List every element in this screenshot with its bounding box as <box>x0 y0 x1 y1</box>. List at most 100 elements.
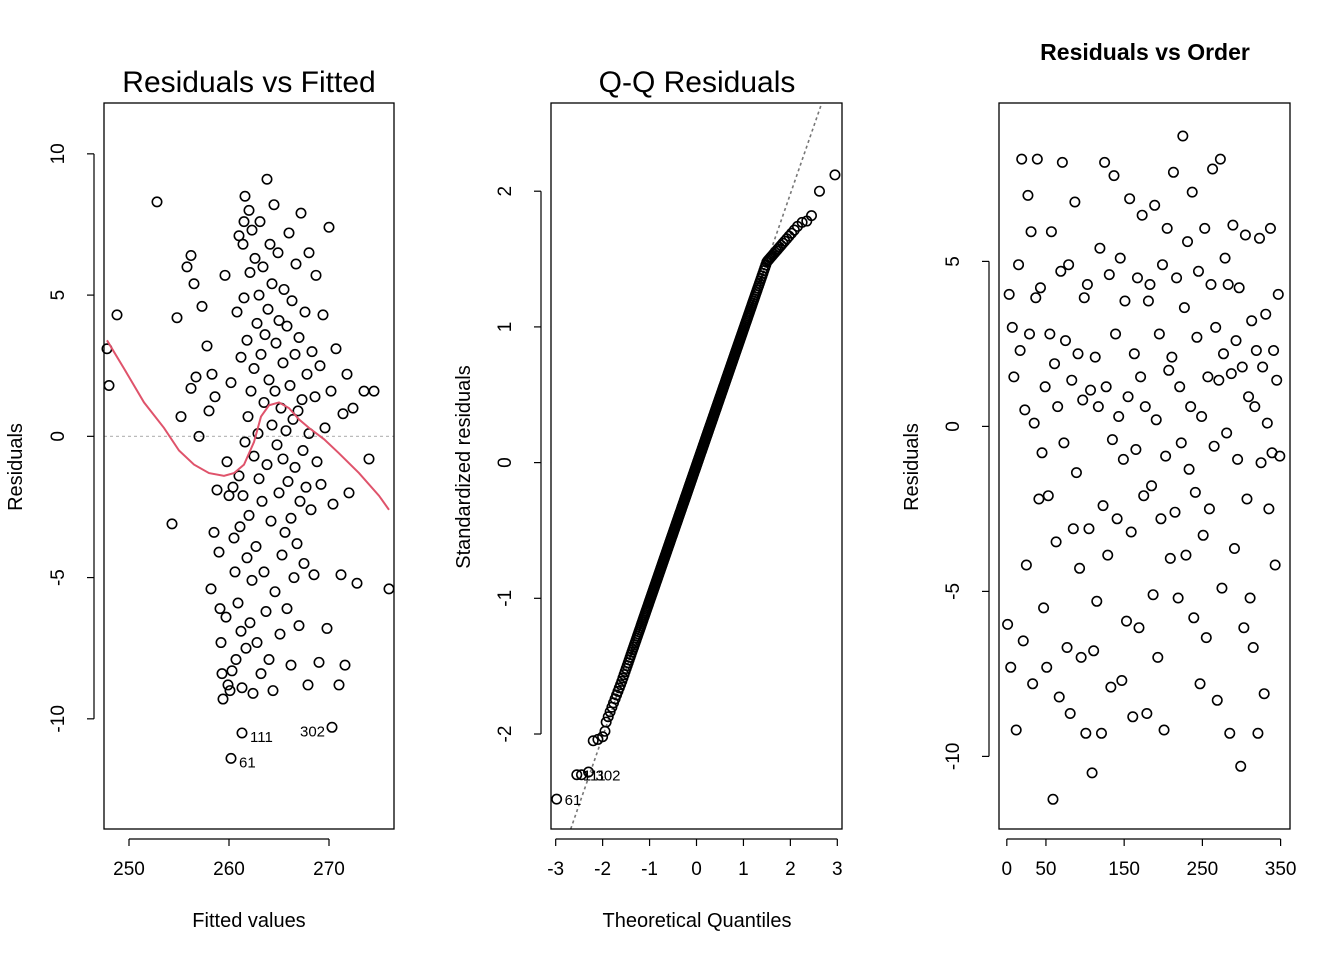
panel3-point <box>1222 278 1234 290</box>
panel3-point <box>1149 199 1161 211</box>
panel3-point <box>1135 371 1147 383</box>
panel3-point <box>1024 328 1036 340</box>
panel3-point <box>1117 453 1129 465</box>
panel3-point <box>1028 417 1040 429</box>
panel3-ticks: 0 50 150 250 350 -10 -5 0 5 <box>943 256 1296 880</box>
panel1-point <box>251 317 263 329</box>
panel3-point <box>1027 678 1039 690</box>
panel3-point <box>1250 344 1262 356</box>
panel3-point <box>1138 490 1150 502</box>
panel3-point <box>1133 622 1145 634</box>
panel1-point <box>289 461 301 473</box>
panel3-point <box>1258 688 1270 700</box>
panel3-point <box>1227 219 1239 231</box>
panel3-point <box>1155 513 1167 525</box>
panel3-point <box>1127 711 1139 723</box>
panel1-point <box>279 526 291 538</box>
panel1-point <box>259 329 271 341</box>
panel1-point <box>222 679 234 691</box>
panel3-point <box>1142 295 1154 307</box>
panel3-point <box>1044 328 1056 340</box>
panel1-point <box>295 207 307 219</box>
panel1-point <box>225 377 237 389</box>
panel3-point <box>1260 308 1272 320</box>
panel1-point <box>298 557 310 569</box>
panel3-point <box>1171 272 1183 284</box>
panel3-point <box>1239 229 1251 241</box>
panel1-point <box>314 360 326 372</box>
panel1-point <box>264 238 276 250</box>
panel1-point <box>209 391 221 403</box>
panel3-point <box>1034 282 1046 294</box>
panel3-point <box>1153 328 1165 340</box>
panel2-point <box>602 711 614 723</box>
panel3-point <box>1078 292 1090 304</box>
panel2-y-tick-label: 1 <box>495 322 516 333</box>
panel3-point <box>1172 592 1184 604</box>
panel3-point <box>1070 467 1082 479</box>
panel1-point <box>233 470 245 482</box>
panel1-smoother-line <box>106 339 390 511</box>
panel3-point <box>1130 443 1142 455</box>
panel2-ylabel: Standardized residuals <box>453 365 475 568</box>
panel3-point <box>1213 374 1225 386</box>
panel3-title: Residuals vs Order <box>1040 39 1250 65</box>
panel1-point <box>363 453 375 465</box>
panel3-point <box>1099 156 1111 168</box>
panel2-tail-point <box>805 210 817 222</box>
panel3-point <box>1197 529 1209 541</box>
panel-qq-residuals: Q-Q Residuals Theoretical Quantiles Stan… <box>453 66 843 932</box>
panel1-point <box>238 292 250 304</box>
panel1-point <box>303 247 315 259</box>
panel1-point <box>272 247 284 259</box>
panel1-point <box>175 411 187 423</box>
panel1-point <box>257 261 269 273</box>
panel2-tail-point <box>599 725 611 737</box>
panel3-point <box>1111 513 1123 525</box>
panel1-point <box>185 250 197 262</box>
panel2-tail-point <box>571 769 583 781</box>
panel1-point <box>341 368 353 380</box>
panel3-point <box>1119 295 1131 307</box>
panel1-point <box>300 481 312 493</box>
panel3-point <box>1019 404 1031 416</box>
panel1-ylabel: Residuals <box>5 423 27 511</box>
panel2-point <box>786 227 798 239</box>
panel1-point <box>351 577 363 589</box>
panel1-point <box>293 331 305 343</box>
panel3-point <box>1202 371 1214 383</box>
panel3-point <box>1182 236 1194 248</box>
panel3-point <box>1178 302 1190 314</box>
panel1-point <box>269 586 281 598</box>
panel3-point <box>1097 500 1109 512</box>
panel3-point <box>1039 381 1051 393</box>
panel3-point <box>1102 549 1114 561</box>
panel1-point <box>280 425 292 437</box>
panel1-point <box>269 385 281 397</box>
panel1-point <box>228 532 240 544</box>
panel1-point <box>325 385 337 397</box>
panel3-point <box>1272 288 1284 300</box>
panel3-point <box>1131 272 1143 284</box>
panel3-point <box>1008 371 1020 383</box>
panel1-point <box>281 320 293 332</box>
panel1-point <box>242 411 254 423</box>
panel3-point <box>1241 493 1253 505</box>
panel3-point <box>1122 391 1134 403</box>
panel3-point <box>1061 641 1073 653</box>
panel1-point <box>290 258 302 270</box>
panel3-point <box>1169 506 1181 518</box>
panel3-point <box>1218 348 1230 360</box>
panel1-point <box>294 495 306 507</box>
panel3-point <box>1271 374 1283 386</box>
panel2-x-tick-label: 3 <box>832 859 843 880</box>
panel2-x-tick-label: -3 <box>547 859 564 880</box>
panel1-point <box>203 405 215 417</box>
panel3-point <box>1002 618 1014 630</box>
panel1-point <box>358 385 370 397</box>
panel2-tail-point <box>551 793 563 805</box>
panel1-point <box>248 450 260 462</box>
panel3-x-tick-label: 250 <box>1187 859 1219 880</box>
panel1-point <box>266 278 278 290</box>
panel2-y-tick-label: -1 <box>495 590 516 607</box>
